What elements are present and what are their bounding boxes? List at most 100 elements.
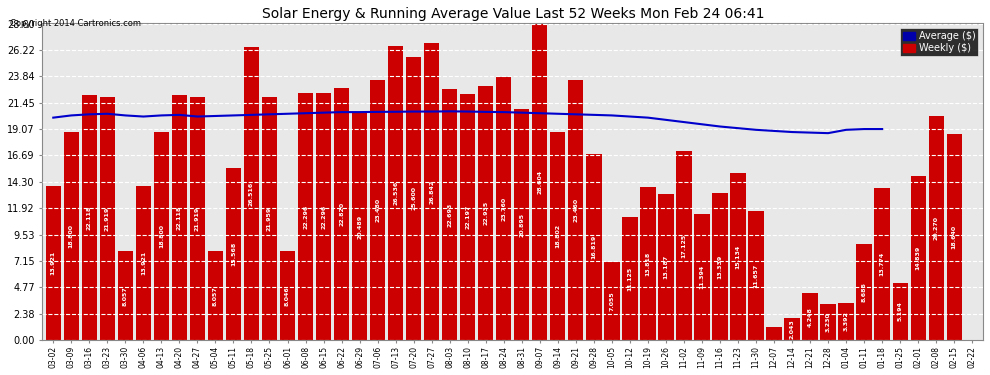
Bar: [550, 132, 565, 340]
Text: 22.693: 22.693: [447, 202, 452, 227]
Bar: [424, 43, 440, 340]
Bar: [929, 116, 943, 340]
Text: 22.296: 22.296: [321, 205, 326, 229]
Bar: [748, 211, 763, 340]
Bar: [316, 93, 332, 340]
Text: 20.895: 20.895: [520, 213, 525, 237]
Bar: [171, 95, 187, 340]
Bar: [766, 327, 782, 340]
Text: 28.604: 28.604: [538, 170, 543, 194]
Bar: [713, 192, 728, 340]
Bar: [442, 89, 457, 340]
Text: 22.197: 22.197: [465, 205, 470, 230]
Bar: [190, 98, 205, 340]
Bar: [731, 172, 745, 340]
Bar: [298, 93, 313, 340]
Text: 5.194: 5.194: [898, 302, 903, 321]
Text: 13.339: 13.339: [718, 254, 723, 279]
Legend: Average ($), Weekly ($): Average ($), Weekly ($): [900, 28, 978, 56]
Text: 25.600: 25.600: [411, 186, 416, 210]
Bar: [478, 86, 493, 340]
Text: 8.057: 8.057: [213, 286, 218, 306]
Bar: [893, 283, 908, 340]
Bar: [280, 251, 295, 340]
Text: 23.760: 23.760: [501, 196, 506, 221]
Bar: [208, 251, 223, 340]
Bar: [568, 80, 583, 340]
Bar: [839, 303, 853, 340]
Text: 15.568: 15.568: [231, 242, 236, 266]
Bar: [81, 95, 97, 340]
Bar: [351, 113, 367, 340]
Bar: [946, 134, 962, 340]
Bar: [370, 80, 385, 340]
Text: 21.959: 21.959: [267, 207, 272, 231]
Text: 26.842: 26.842: [430, 180, 435, 204]
Bar: [136, 186, 151, 340]
Text: 18.800: 18.800: [68, 224, 74, 248]
Text: 23.460: 23.460: [573, 198, 578, 222]
Bar: [460, 94, 475, 340]
Text: 22.935: 22.935: [483, 201, 488, 225]
Text: 11.394: 11.394: [700, 265, 705, 289]
Text: 23.480: 23.480: [375, 198, 380, 222]
Bar: [63, 132, 79, 340]
Text: 26.516: 26.516: [248, 181, 254, 206]
Bar: [803, 293, 818, 340]
Text: 13.921: 13.921: [50, 251, 55, 275]
Bar: [496, 77, 512, 340]
Bar: [46, 186, 61, 340]
Text: 20.270: 20.270: [934, 216, 939, 240]
Bar: [388, 46, 403, 340]
Bar: [244, 46, 259, 340]
Bar: [118, 251, 133, 340]
Bar: [586, 154, 602, 340]
Bar: [334, 87, 349, 340]
Bar: [153, 132, 169, 340]
Text: 13.921: 13.921: [141, 251, 146, 275]
Bar: [533, 24, 547, 340]
Bar: [658, 194, 673, 340]
Text: 22.118: 22.118: [177, 206, 182, 230]
Text: 14.839: 14.839: [916, 246, 921, 270]
Text: 8.057: 8.057: [123, 286, 128, 306]
Bar: [856, 244, 872, 340]
Text: 13.818: 13.818: [645, 252, 650, 276]
Bar: [623, 217, 638, 340]
Text: 7.055: 7.055: [610, 291, 615, 311]
Text: Copyright 2014 Cartronics.com: Copyright 2014 Cartronics.com: [10, 19, 141, 28]
Text: 21.919: 21.919: [105, 207, 110, 231]
Text: 15.134: 15.134: [736, 244, 741, 268]
Text: 2.043: 2.043: [790, 319, 795, 339]
Bar: [514, 109, 530, 340]
Text: 11.657: 11.657: [753, 264, 758, 288]
Text: 22.296: 22.296: [303, 205, 308, 229]
Bar: [406, 57, 422, 340]
Text: 3.392: 3.392: [843, 312, 848, 332]
Text: 16.819: 16.819: [591, 235, 596, 259]
Text: 13.187: 13.187: [663, 255, 668, 279]
Text: 26.536: 26.536: [393, 181, 398, 206]
Bar: [874, 188, 890, 340]
Text: 8.686: 8.686: [861, 282, 866, 302]
Text: 18.802: 18.802: [555, 224, 560, 248]
Bar: [821, 304, 836, 340]
Bar: [694, 214, 710, 340]
Text: 4.248: 4.248: [808, 307, 813, 327]
Text: 22.820: 22.820: [340, 202, 345, 226]
Bar: [226, 168, 242, 340]
Text: 21.919: 21.919: [195, 207, 200, 231]
Text: 18.640: 18.640: [951, 225, 956, 249]
Text: 8.046: 8.046: [285, 286, 290, 306]
Text: 22.118: 22.118: [87, 206, 92, 230]
Title: Solar Energy & Running Average Value Last 52 Weeks Mon Feb 24 06:41: Solar Energy & Running Average Value Las…: [261, 7, 764, 21]
Text: 20.489: 20.489: [357, 215, 362, 239]
Bar: [604, 262, 620, 340]
Text: 13.774: 13.774: [880, 252, 885, 276]
Bar: [676, 151, 692, 340]
Text: 3.230: 3.230: [826, 312, 831, 332]
Text: 11.125: 11.125: [628, 267, 633, 291]
Bar: [100, 98, 115, 340]
Text: 18.800: 18.800: [158, 224, 164, 248]
Bar: [641, 187, 655, 340]
